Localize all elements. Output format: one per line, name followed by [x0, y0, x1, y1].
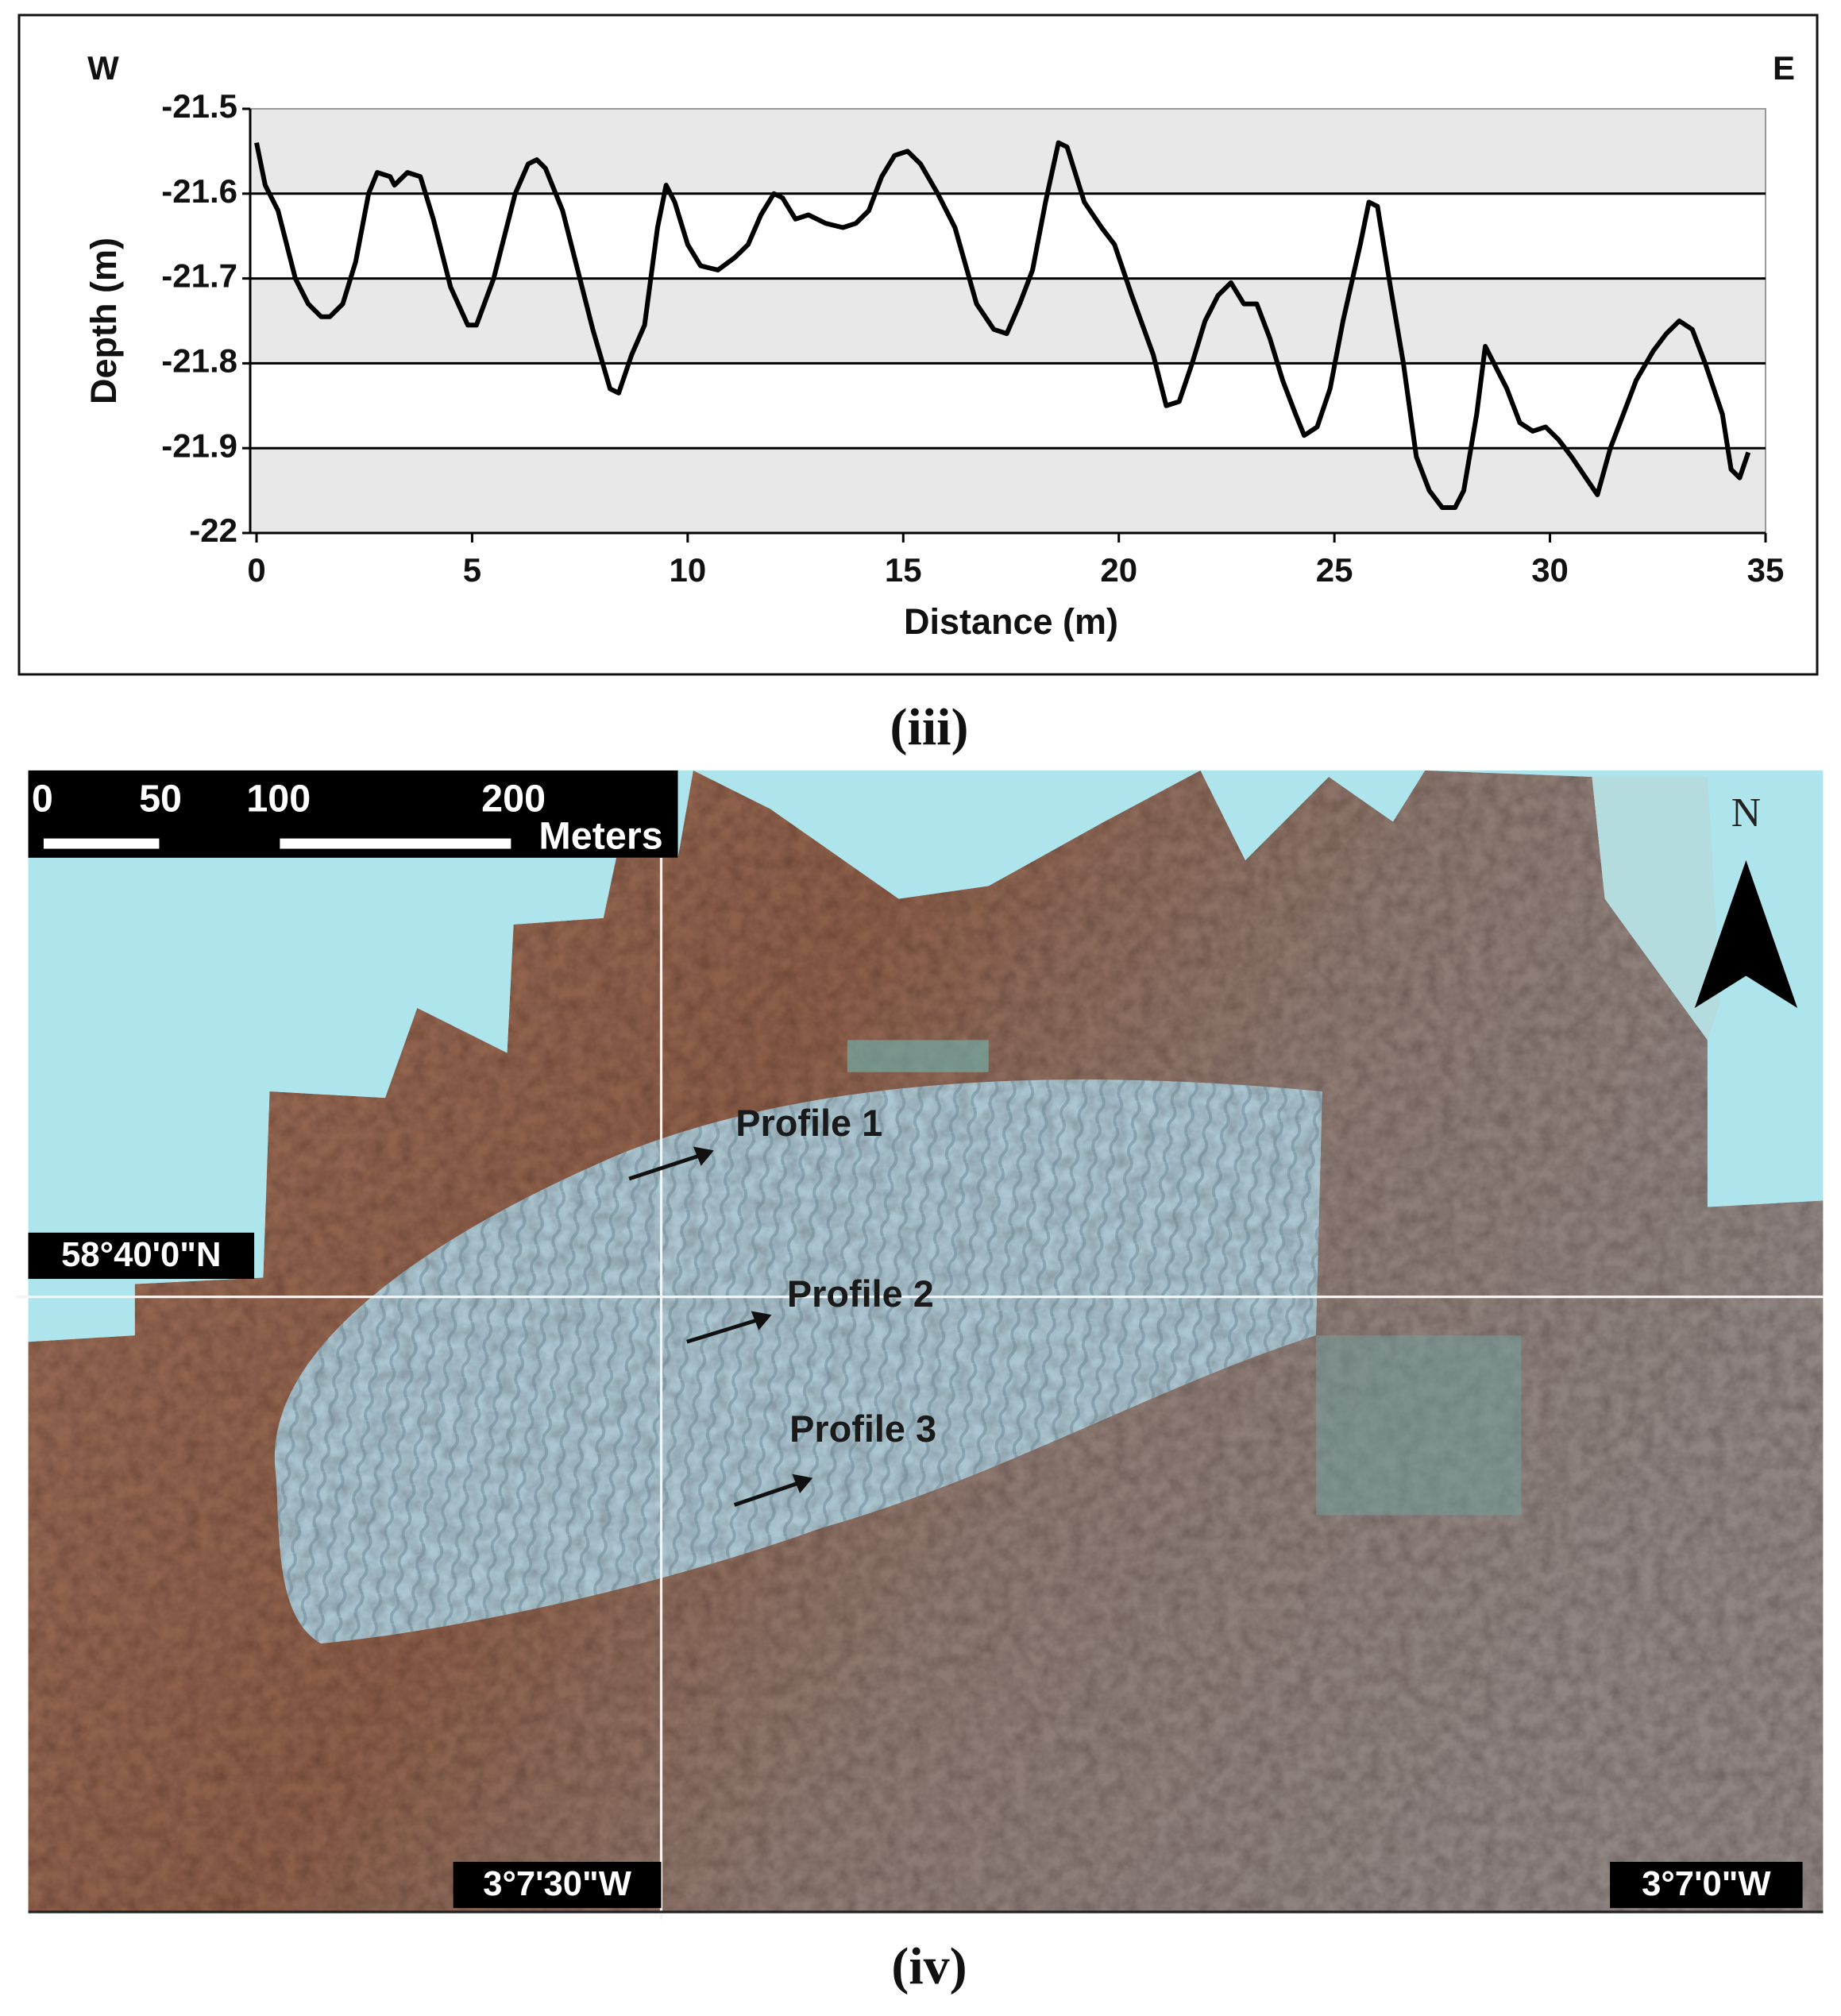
y-tick-label: -22	[189, 512, 237, 549]
x-tick-label: 20	[1100, 551, 1137, 589]
north-label: N	[1731, 790, 1761, 836]
profile-label: Profile 3	[789, 1408, 936, 1450]
label-box	[1610, 1861, 1803, 1909]
patch	[1315, 1335, 1522, 1516]
profile-arrows	[628, 1146, 813, 1507]
plot-band	[250, 278, 1766, 364]
x-tick-label: 15	[885, 551, 922, 589]
caption: (iii)	[890, 698, 969, 756]
plot-band	[250, 363, 1766, 449]
latitude-label: 58°40'0"N	[61, 1235, 221, 1274]
label-box	[453, 1861, 662, 1909]
x-tick-label: 0	[247, 551, 265, 589]
y-tick-label: -21.5	[161, 87, 237, 125]
y-axis-title: Depth (m)	[83, 238, 124, 404]
plot-band	[250, 193, 1766, 279]
scale-label: 100	[246, 778, 311, 821]
x-axis-title: Distance (m)	[904, 601, 1118, 642]
x-tick-label: 25	[1316, 551, 1353, 589]
y-tick-label: -21.9	[161, 427, 237, 464]
y-tick-label: -21.7	[161, 257, 237, 295]
mosaic-edge	[1592, 776, 1721, 1041]
profile-label: Profile 1	[735, 1103, 882, 1144]
scale-label: 50	[139, 778, 182, 821]
longitude-label: 3°7'30"W	[483, 1864, 632, 1903]
x-tick-label: 30	[1531, 551, 1569, 589]
patch	[847, 1040, 989, 1072]
data-line	[254, 140, 1751, 510]
x-tick-label: 10	[669, 551, 706, 589]
annotation: E	[1773, 49, 1795, 87]
plot-band	[250, 448, 1766, 533]
longitude-label: 3°7'0"W	[1642, 1864, 1771, 1903]
scale-bar	[280, 838, 511, 849]
y-tick-label: -21.6	[161, 172, 237, 210]
scale-unit: Meters	[538, 814, 662, 857]
scale-label: 200	[481, 778, 546, 821]
x-tick-label: 5	[463, 551, 481, 589]
profile-label: Profile 2	[787, 1273, 934, 1315]
annotation: W	[87, 49, 119, 87]
map-border	[28, 1910, 1824, 1914]
y-tick-label: -21.8	[161, 342, 237, 379]
label-box	[28, 1232, 255, 1280]
plot-band	[250, 109, 1766, 194]
scale-label: 0	[32, 778, 53, 821]
x-tick-label: 35	[1747, 551, 1785, 589]
map: 0 50 100 200 Meters N 58°40'0"N 3°7'30"W…	[15, 770, 1824, 1920]
chart: -22 -21.9 -21.8 -21.7 -21.6 -21.5 0 5 10 15 20 25 30…	[161, 87, 1784, 589]
sand-ripples	[274, 1079, 1322, 1644]
north-arrow	[1694, 860, 1798, 1008]
caption: (iv)	[891, 1937, 967, 1995]
scale-bar	[43, 838, 160, 849]
